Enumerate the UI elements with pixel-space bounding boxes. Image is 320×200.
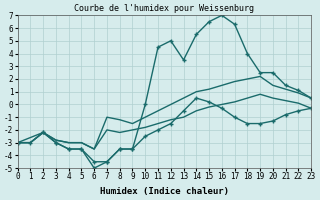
X-axis label: Humidex (Indice chaleur): Humidex (Indice chaleur) [100,187,229,196]
Title: Courbe de l'humidex pour Weissenburg: Courbe de l'humidex pour Weissenburg [74,4,254,13]
